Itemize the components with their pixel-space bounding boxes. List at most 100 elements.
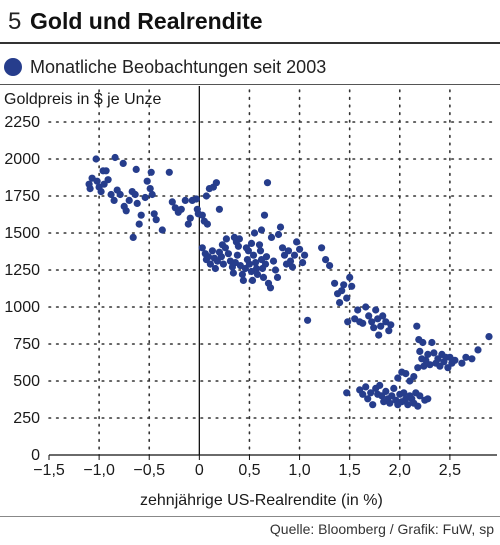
data-point — [146, 185, 154, 193]
data-point — [413, 322, 421, 330]
data-point — [359, 319, 367, 327]
data-point — [364, 395, 372, 403]
data-point — [208, 247, 216, 255]
data-point — [372, 306, 380, 314]
data-point — [390, 384, 398, 392]
data-point — [430, 349, 438, 357]
data-point — [485, 333, 493, 341]
data-point — [251, 259, 260, 267]
data-point — [247, 239, 256, 247]
data-point — [274, 230, 283, 239]
data-point — [143, 177, 151, 185]
data-point — [224, 250, 232, 258]
data-point — [150, 210, 158, 218]
x-tick-label: 2,0 — [389, 462, 411, 479]
data-point — [379, 312, 387, 320]
data-point — [367, 389, 375, 397]
y-tick-label: 1750 — [4, 188, 40, 205]
x-tick-labels: −1,5 −1,0 −0,5 0 0,5 1,0 1,5 2,0 2,5 — [33, 462, 461, 479]
data-point — [111, 153, 119, 162]
x-tick-label: −0,5 — [133, 462, 165, 479]
data-point — [368, 318, 376, 326]
data-point — [229, 269, 237, 277]
data-point — [125, 196, 133, 204]
data-point — [340, 281, 348, 289]
data-point — [262, 253, 271, 261]
data-point — [122, 207, 130, 215]
data-point — [257, 226, 266, 234]
data-point — [186, 214, 194, 222]
data-point — [338, 287, 346, 295]
data-point — [299, 259, 307, 267]
y-tick-label: 1250 — [4, 262, 40, 279]
data-point — [181, 196, 189, 204]
data-point — [192, 195, 200, 203]
data-point — [177, 205, 185, 213]
data-point — [147, 168, 155, 176]
data-point — [369, 401, 377, 409]
data-point — [387, 321, 395, 329]
y-tick-label: 2000 — [4, 151, 40, 168]
data-point — [290, 251, 299, 259]
data-point — [284, 247, 293, 255]
data-point — [288, 263, 297, 271]
data-point — [269, 257, 278, 265]
data-point — [233, 251, 241, 259]
x-tick-label: −1,5 — [33, 462, 65, 479]
source-note: Quelle: Bloomberg / Grafik: FuW, sp — [269, 521, 494, 537]
data-point — [119, 159, 127, 167]
chart-header: 5 Gold und Realrendite — [4, 6, 500, 36]
data-point — [152, 216, 160, 224]
data-point — [129, 233, 137, 241]
data-point — [198, 244, 206, 252]
data-point — [273, 273, 282, 281]
data-point — [410, 373, 418, 381]
top-rule — [0, 42, 500, 44]
x-tick-label: 0 — [195, 462, 204, 479]
y-tick-label: 1000 — [4, 299, 40, 316]
data-point — [276, 223, 285, 231]
data-point — [165, 168, 173, 176]
data-point — [462, 353, 470, 361]
data-point — [414, 402, 422, 410]
data-point — [204, 253, 212, 261]
data-point — [296, 245, 304, 253]
data-point — [322, 256, 330, 264]
data-point — [400, 389, 408, 397]
x-tick-label: −1,0 — [83, 462, 115, 479]
data-point — [141, 193, 149, 202]
data-point — [135, 220, 143, 228]
data-point — [219, 260, 227, 268]
data-point — [394, 374, 402, 382]
data-point — [202, 192, 210, 200]
data-point — [102, 167, 110, 175]
y-tick-label: 750 — [13, 336, 40, 353]
data-point — [365, 312, 373, 320]
data-point — [107, 190, 115, 199]
data-point — [260, 211, 269, 219]
data-point — [426, 361, 434, 369]
data-point — [286, 257, 295, 265]
data-point — [104, 176, 112, 184]
axes — [48, 86, 497, 460]
data-point — [468, 355, 476, 363]
y-tick-label: 250 — [13, 410, 40, 427]
data-point — [376, 381, 384, 389]
x-tick-label: 1,5 — [339, 462, 361, 479]
data-point — [386, 399, 394, 407]
data-point — [419, 338, 427, 347]
data-point — [184, 220, 192, 228]
data-point — [217, 253, 225, 261]
data-point — [343, 294, 351, 302]
data-point — [86, 185, 94, 193]
y-tick-label: 1500 — [4, 225, 40, 242]
data-point — [248, 276, 257, 284]
data-point — [261, 260, 270, 268]
data-point — [218, 241, 226, 249]
data-point — [424, 350, 432, 358]
data-point — [362, 303, 370, 311]
data-point — [346, 273, 354, 281]
data-point — [359, 390, 367, 398]
data-point — [198, 211, 206, 219]
